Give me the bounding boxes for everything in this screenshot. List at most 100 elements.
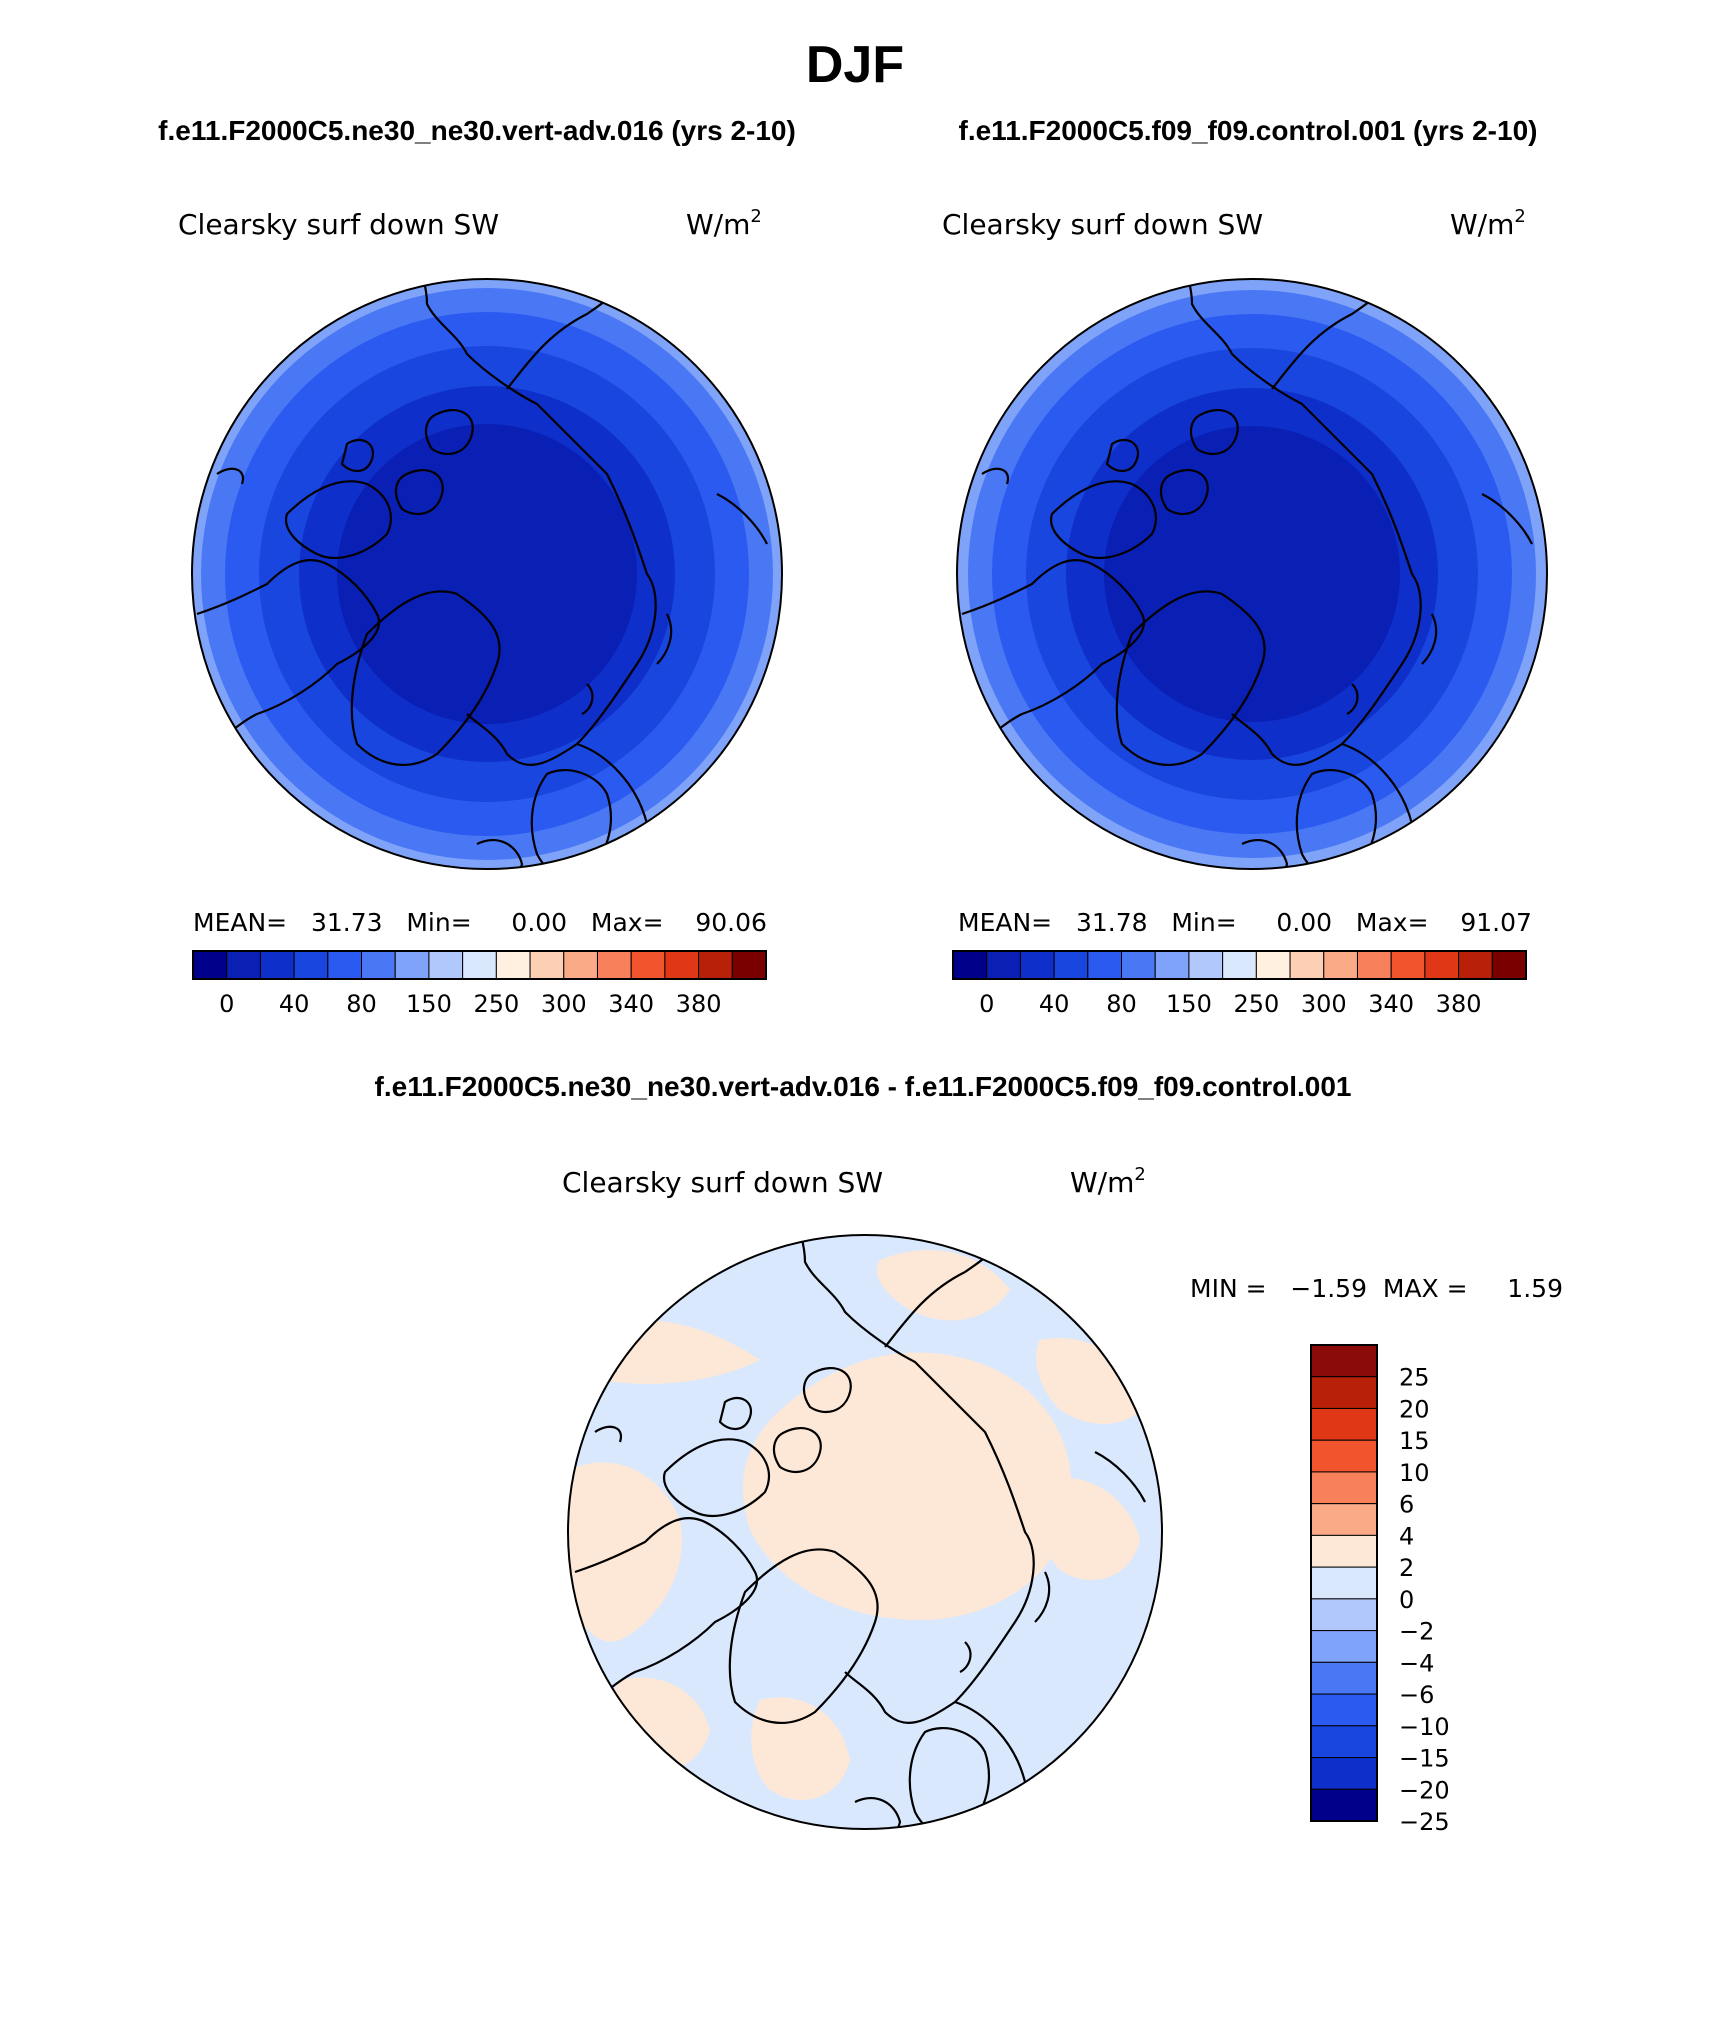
colorbar-tick-label: 380 bbox=[676, 990, 722, 1018]
right-colorbar: 0 40 80 150 250 300 340 380 bbox=[952, 950, 1527, 1018]
colorbar-swatch bbox=[1310, 1757, 1378, 1790]
colorbar-tick-label: 80 bbox=[346, 990, 377, 1018]
colorbar-tick-label: 340 bbox=[608, 990, 654, 1018]
colorbar-swatch bbox=[1222, 950, 1257, 980]
colorbar-swatch bbox=[1310, 1725, 1378, 1759]
colorbar-swatch bbox=[1310, 1693, 1378, 1727]
colorbar-tick-label: 250 bbox=[1233, 990, 1279, 1018]
colorbar-swatch bbox=[1310, 1566, 1378, 1600]
colorbar-tick-label: 0 bbox=[219, 990, 234, 1018]
right-stats: MEAN= 31.78 Min= 0.00 Max= 91.07 bbox=[958, 908, 1532, 937]
colorbar-tick-label: −20 bbox=[1399, 1776, 1450, 1804]
colorbar-tick-label: 25 bbox=[1399, 1364, 1430, 1392]
colorbar-tick-label: −2 bbox=[1399, 1618, 1434, 1646]
colorbar-tick-label: 250 bbox=[473, 990, 519, 1018]
colorbar-tick-label: 40 bbox=[1039, 990, 1070, 1018]
colorbar-swatch bbox=[327, 950, 363, 980]
colorbar-tick-label: 150 bbox=[406, 990, 452, 1018]
colorbar-swatch bbox=[1087, 950, 1123, 980]
right-band-ring bbox=[1104, 426, 1400, 722]
colorbar-tick-label: −10 bbox=[1399, 1713, 1450, 1741]
colorbar-tick-label: 340 bbox=[1368, 990, 1414, 1018]
colorbar-tick-label: 80 bbox=[1106, 990, 1137, 1018]
colorbar-swatch bbox=[529, 950, 565, 980]
colorbar-swatch bbox=[986, 950, 1021, 980]
colorbar-swatch bbox=[1356, 950, 1392, 980]
colorbar-tick-label: 300 bbox=[541, 990, 587, 1018]
colorbar-tick-label: 380 bbox=[1436, 990, 1482, 1018]
left-map-border bbox=[191, 278, 783, 870]
colorbar-swatch bbox=[1390, 950, 1426, 980]
colorbar-swatch bbox=[1458, 950, 1493, 980]
colorbar-swatch bbox=[1310, 1598, 1378, 1632]
colorbar-swatch bbox=[192, 950, 228, 980]
figure-title: DJF bbox=[806, 36, 904, 94]
colorbar-swatch bbox=[1310, 1661, 1378, 1695]
colorbar-tick-label: −4 bbox=[1399, 1649, 1434, 1677]
colorbar-tick-label: 300 bbox=[1301, 990, 1347, 1018]
left-variable-label: Clearsky surf down SW bbox=[178, 208, 499, 241]
colorbar-swatch bbox=[293, 950, 329, 980]
positive-region-east bbox=[1041, 1478, 1140, 1580]
colorbar-frame bbox=[1310, 1344, 1378, 1822]
colorbar-tick-label: −15 bbox=[1399, 1745, 1450, 1773]
right-polar-map bbox=[957, 279, 1547, 869]
right-map-border bbox=[956, 278, 1548, 870]
colorbar-tick-label: 6 bbox=[1399, 1491, 1414, 1519]
colorbar-tick-label: 0 bbox=[979, 990, 994, 1018]
left-band-ring bbox=[337, 424, 637, 724]
colorbar-swatch bbox=[1310, 1534, 1378, 1568]
left-colorbar: 0 40 80 150 250 300 340 380 bbox=[192, 950, 767, 1018]
left-polar-map bbox=[192, 279, 782, 869]
colorbar-swatch bbox=[259, 950, 295, 980]
colorbar-swatch bbox=[1289, 950, 1325, 980]
diff-map-border bbox=[567, 1234, 1163, 1830]
colorbar-swatch bbox=[1323, 950, 1358, 980]
colorbar-frame bbox=[192, 950, 767, 980]
diff-panel: f.e11.F2000C5.ne30_ne30.vert-adv.016 - f… bbox=[375, 1071, 1563, 1836]
diff-title: f.e11.F2000C5.ne30_ne30.vert-adv.016 - f… bbox=[375, 1071, 1352, 1102]
colorbar-swatch bbox=[1310, 1788, 1378, 1822]
colorbar-swatch bbox=[1310, 1376, 1378, 1409]
colorbar-swatch bbox=[952, 950, 988, 980]
diff-units-label: W/m2 bbox=[1070, 1164, 1146, 1199]
colorbar-swatch bbox=[1310, 1630, 1378, 1663]
left-case-title: f.e11.F2000C5.ne30_ne30.vert-adv.016 (yr… bbox=[158, 115, 796, 146]
colorbar-swatch bbox=[698, 950, 733, 980]
colorbar-swatch bbox=[1310, 1344, 1378, 1378]
colorbar-tick-label: 40 bbox=[279, 990, 310, 1018]
colorbar-tick-label: 2 bbox=[1399, 1554, 1414, 1582]
colorbar-swatch bbox=[361, 950, 396, 980]
colorbar-swatch bbox=[1310, 1407, 1378, 1441]
colorbar-swatch bbox=[1424, 950, 1460, 980]
colorbar-swatch bbox=[1188, 950, 1224, 980]
colorbar-tick-label: 15 bbox=[1399, 1427, 1430, 1455]
right-case-title: f.e11.F2000C5.f09_f09.control.001 (yrs 2… bbox=[959, 115, 1538, 146]
colorbar-swatch bbox=[1019, 950, 1055, 980]
colorbar-tick-label: 4 bbox=[1399, 1522, 1414, 1550]
colorbar-swatch bbox=[1154, 950, 1190, 980]
colorbar-swatch bbox=[462, 950, 497, 980]
diff-variable-label: Clearsky surf down SW bbox=[562, 1166, 883, 1199]
left-units-label: W/m2 bbox=[686, 206, 762, 241]
colorbar-frame bbox=[952, 950, 1527, 980]
left-stats: MEAN= 31.73 Min= 0.00 Max= 90.06 bbox=[193, 908, 767, 937]
colorbar-swatch bbox=[1310, 1471, 1378, 1505]
positive-region-northeast bbox=[1036, 1338, 1150, 1424]
right-units-label: W/m2 bbox=[1450, 206, 1526, 241]
positive-region-polar bbox=[742, 1352, 1072, 1620]
colorbar-swatch bbox=[1310, 1439, 1378, 1473]
colorbar-tick-label: 0 bbox=[1399, 1586, 1414, 1614]
colorbar-swatch bbox=[664, 950, 700, 980]
left-panel: f.e11.F2000C5.ne30_ne30.vert-adv.016 (yr… bbox=[158, 115, 796, 1018]
diff-stats: MIN = −1.59 MAX = 1.59 bbox=[1190, 1274, 1563, 1303]
colorbar-tick-label: 10 bbox=[1399, 1459, 1430, 1487]
colorbar-tick-label: −25 bbox=[1399, 1808, 1450, 1836]
colorbar-swatch bbox=[1255, 950, 1291, 980]
colorbar-swatch bbox=[226, 950, 261, 980]
colorbar-tick-label: −6 bbox=[1399, 1681, 1434, 1709]
colorbar-swatch bbox=[630, 950, 666, 980]
colorbar-tick-label: 20 bbox=[1399, 1395, 1430, 1423]
